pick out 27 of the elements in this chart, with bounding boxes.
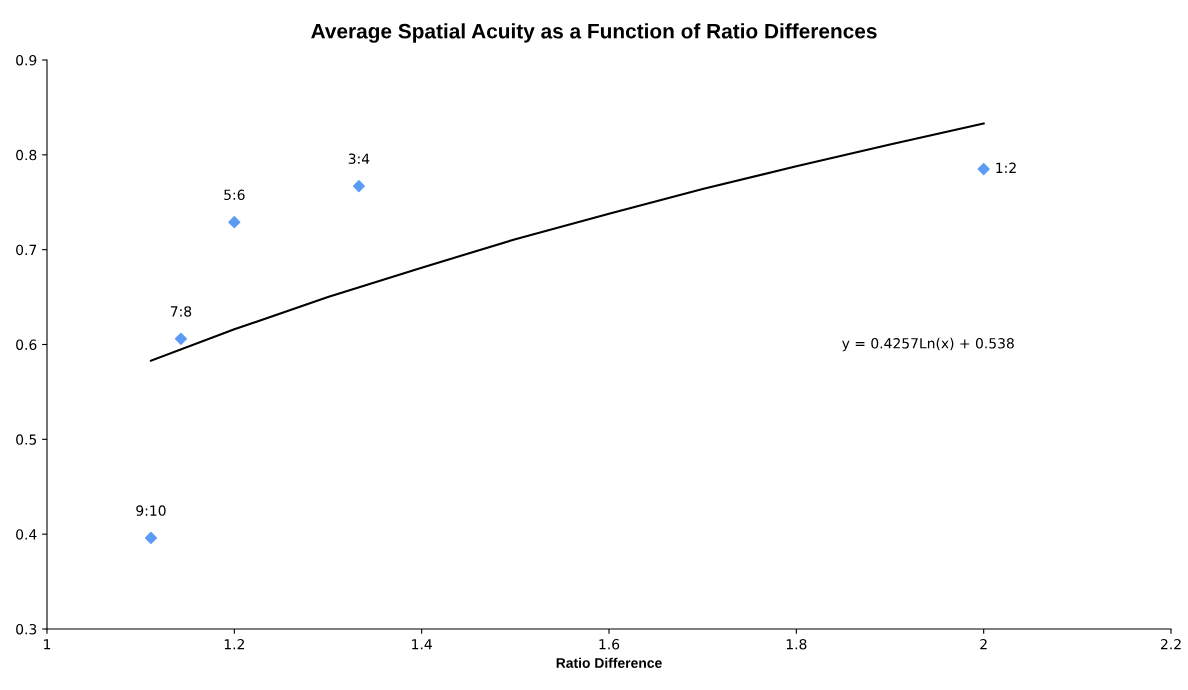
x-tick-label: 1.2 <box>224 638 244 650</box>
chart-title: Average Spatial Acuity as a Function of Ratio Differences <box>311 23 877 43</box>
annotation: y = 0.4257Ln(x) + 0.538 <box>842 337 1014 352</box>
x-axis-title: Ratio Difference <box>556 657 662 668</box>
y-tick-label: 0.7 <box>16 244 37 256</box>
y-tick-label: 0.4 <box>16 529 37 540</box>
y-tick-label: 0.9 <box>16 54 37 66</box>
point <box>144 531 158 545</box>
annotation: 3:4 <box>348 153 370 164</box>
x-tick-label: 1.6 <box>599 638 620 650</box>
y-tick-label: 0.5 <box>16 434 37 445</box>
x-tick-label: 2.2 <box>1160 638 1181 650</box>
point <box>977 162 990 176</box>
annotation: 7:8 <box>170 306 192 317</box>
x-tick-label: 1.8 <box>786 638 807 650</box>
y-tick-label: 0.8 <box>16 149 37 161</box>
y-tick-label: 0.6 <box>16 339 37 350</box>
annotation: 5:6 <box>224 189 245 201</box>
point <box>174 332 188 345</box>
annotation: 1:2 <box>996 162 1016 173</box>
point <box>228 216 241 229</box>
x-tick-label: 1.4 <box>412 639 432 650</box>
y-tick-label: 0.3 <box>16 623 37 635</box>
x-tick-label: 1 <box>44 639 51 650</box>
x-tick-label: 2 <box>980 638 987 650</box>
annotation: 9:10 <box>136 505 166 516</box>
point <box>352 180 365 193</box>
